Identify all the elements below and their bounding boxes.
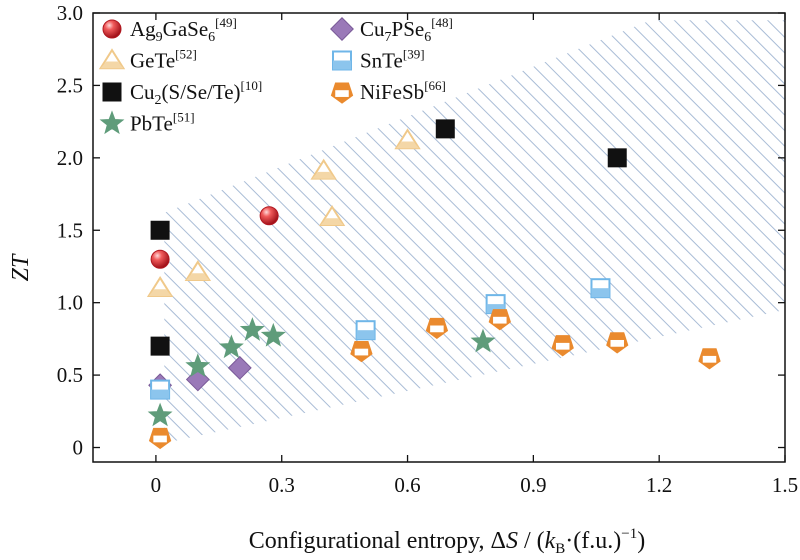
x-axis-title-close: ) — [637, 528, 645, 554]
y-axis-title: ZT — [8, 253, 34, 281]
legend-marker — [332, 50, 352, 71]
data-point-gete — [394, 128, 421, 150]
x-axis-title-k: k — [545, 528, 556, 554]
legend-marker — [99, 110, 125, 135]
x-axis-title-slash: / ( — [518, 528, 545, 554]
data-point-gete — [318, 204, 346, 226]
data-point-cu — [607, 148, 627, 168]
shaded-band-layer — [164, 20, 785, 444]
legend-marker — [330, 17, 354, 41]
y-tick-label: 2.5 — [57, 73, 83, 97]
data-point-gete — [310, 158, 337, 180]
data-point-cu — [435, 119, 455, 139]
y-tick-label: 1.5 — [57, 218, 83, 242]
y-tick-label: 0 — [73, 436, 84, 460]
legend-marker — [102, 82, 122, 102]
legend-label: Cu2​(S/Se/Te)[10] — [130, 78, 262, 108]
y-tick-label: 3.0 — [57, 1, 83, 25]
data-point-gete — [184, 260, 212, 282]
plot-frame — [92, 12, 786, 463]
legend-label: GeTe[52] — [130, 47, 197, 73]
x-axis-title: Configurational entropy, ΔS / (kB·(f.u.)… — [249, 526, 645, 557]
data-point-nifesb — [425, 317, 449, 340]
x-tick-label: 1.5 — [772, 473, 798, 497]
data-point-snte — [355, 320, 376, 341]
data-point-pbte — [218, 334, 244, 359]
data-point-snte — [590, 278, 611, 299]
x-axis-title-k-sub: B — [555, 541, 565, 557]
plot-frame-layer: 0 0.3 0.6 0.9 1.2 1.5 0 0.5 1.0 1.5 2.0 2.5 3.0 — [57, 1, 798, 497]
y-tick-label: 0.5 — [57, 363, 83, 387]
legend-marker — [330, 82, 354, 104]
data-point-cu — [150, 220, 170, 240]
x-tick-label: 0.9 — [520, 473, 546, 497]
x-tick-label: 1.2 — [646, 473, 672, 497]
legend-label: Ag9​GaSe6​[49] — [130, 15, 237, 45]
data-point-nifesb — [698, 348, 721, 370]
data-point-pbte — [260, 322, 286, 347]
legend: Ag9​GaSe6​[49] Cu7​PSe6​[48] GeTe[52] SnTe[… — [98, 15, 453, 136]
data-point-nifesb — [148, 427, 172, 450]
y-tick-label: 1.0 — [57, 291, 83, 315]
x-tick-label: 0 — [151, 473, 162, 497]
data-point-nifesb — [350, 340, 373, 363]
legend-label: SnTe[39] — [360, 47, 425, 73]
y-tick-label: 2.0 — [57, 146, 83, 170]
x-tick-label: 0.3 — [269, 473, 295, 497]
data-point-cu — [227, 355, 252, 380]
legend-label: Cu7​PSe6​[48] — [360, 15, 453, 45]
data-point-cu — [150, 336, 170, 356]
x-tick-label: 0.6 — [394, 473, 420, 497]
legend-label: PbTe[51] — [130, 110, 195, 136]
legend-marker — [102, 19, 122, 39]
data-point-nifesb — [488, 309, 511, 331]
x-axis-title-prefix: Configurational entropy, Δ — [249, 528, 506, 554]
x-axis-title-exp: −1 — [621, 526, 637, 542]
data-point-ag — [150, 249, 170, 269]
data-point-nifesb — [606, 332, 629, 354]
data-point-snte — [150, 379, 171, 400]
data-point-pbte — [470, 328, 496, 353]
data-point-pbte — [239, 317, 265, 341]
data-point-pbte — [147, 402, 173, 427]
data-point-nifesb — [551, 335, 574, 357]
x-axis-title-fu: ·(f.u.) — [565, 528, 621, 554]
data-point-ag — [259, 206, 279, 226]
data-point-pbte — [185, 353, 211, 378]
data-point-gete — [146, 275, 174, 297]
x-axis-title-s: S — [506, 528, 518, 554]
legend-marker — [98, 48, 126, 70]
data-points-layer — [146, 119, 721, 450]
legend-label: NiFeSb[66] — [360, 78, 446, 104]
shaded-band — [164, 20, 785, 444]
